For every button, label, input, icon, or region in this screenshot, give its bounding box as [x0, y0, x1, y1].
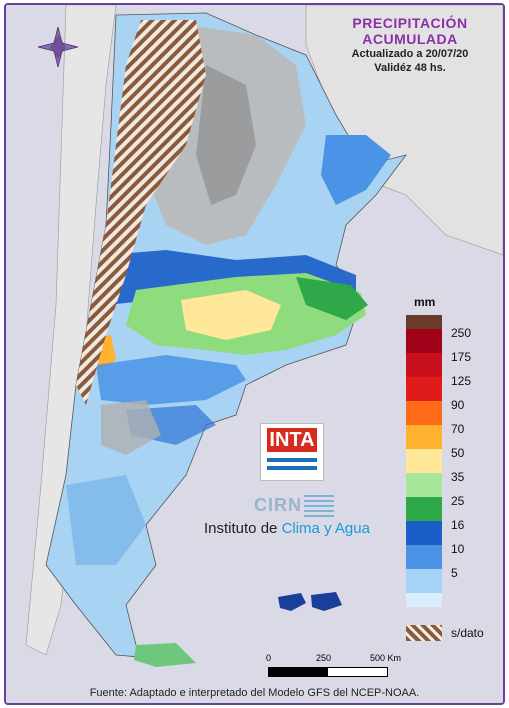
legend-label: 175	[451, 350, 472, 364]
source-footer: Fuente: Adaptado e interpretado del Mode…	[89, 687, 420, 699]
band-10mm-east	[321, 135, 391, 205]
updated-date: Actualizado a 20/07/20	[351, 48, 469, 60]
malvinas-islands	[278, 592, 342, 611]
scale-label-500: 500 Km	[370, 653, 402, 663]
legend-unit: mm	[414, 295, 436, 309]
band-10mm-tierra	[66, 475, 146, 565]
institute-name: Instituto de Clima y Agua	[204, 520, 370, 537]
neighbor-land-west	[25, 5, 117, 656]
relief-south	[101, 400, 161, 455]
tierra-del-fuego	[134, 643, 196, 667]
institute-prefix: Instituto de	[204, 520, 282, 537]
inta-logo-text: INTA	[267, 428, 317, 452]
legend-swatch-175	[406, 353, 442, 377]
no-data-andes	[76, 20, 206, 405]
legend-swatch-50	[406, 449, 442, 473]
scale-bar-graphic	[268, 667, 388, 677]
legend-swatch-35	[406, 473, 442, 497]
legend-swatch-10	[406, 545, 442, 569]
legend-label: 16	[451, 518, 465, 532]
legend-swatch-90	[406, 401, 442, 425]
band-10mm-south	[96, 355, 246, 405]
compass-rose-icon	[37, 26, 79, 68]
legend-label: 70	[451, 422, 465, 436]
band-50mm	[181, 290, 281, 340]
legend-swatch-125	[406, 377, 442, 401]
legend-swatch-25	[406, 497, 442, 521]
legend-label: 25	[451, 494, 465, 508]
band-25mm	[296, 277, 368, 320]
legend-swatch-70	[406, 425, 442, 449]
legend-swatch-nodata	[406, 625, 442, 641]
precipitation-map	[6, 5, 503, 703]
legend-swatch-250	[406, 315, 442, 329]
legend-label: 10	[451, 542, 465, 556]
legend-label: 35	[451, 470, 465, 484]
legend-label: 250	[451, 326, 472, 340]
scale-label-0: 0	[266, 653, 272, 663]
validity: Validéz 48 hs.	[374, 62, 446, 74]
legend-label: 90	[451, 398, 465, 412]
legend-label: 125	[451, 374, 472, 388]
legend-label: 50	[451, 446, 465, 460]
inta-logo: INTA	[260, 423, 324, 481]
legend-nodata-label: s/dato	[451, 626, 484, 640]
map-title: PRECIPITACIÓN ACUMULADA Actualizado a 20…	[325, 15, 495, 75]
relief-north-dark	[196, 65, 256, 205]
legend-label: 5	[451, 566, 458, 580]
inta-logo-stripe	[267, 458, 317, 462]
cirn-logo-text: CIRN	[254, 495, 302, 515]
neighbor-land-east	[305, 5, 503, 256]
legend-swatch-250b	[406, 329, 442, 353]
institute-highlight: Clima y Agua	[281, 520, 370, 537]
scale-label-250: 250	[316, 653, 332, 663]
title-line1: PRECIPITACIÓN	[352, 15, 468, 31]
legend-swatch-5	[406, 569, 442, 593]
title-line2: ACUMULADA	[362, 31, 458, 47]
inta-logo-stripe	[267, 466, 317, 470]
legend-swatch-0	[406, 593, 442, 607]
legend-swatch-16	[406, 521, 442, 545]
cirn-wave-icon	[304, 495, 334, 517]
map-frame: PRECIPITACIÓN ACUMULADA Actualizado a 20…	[4, 3, 505, 705]
